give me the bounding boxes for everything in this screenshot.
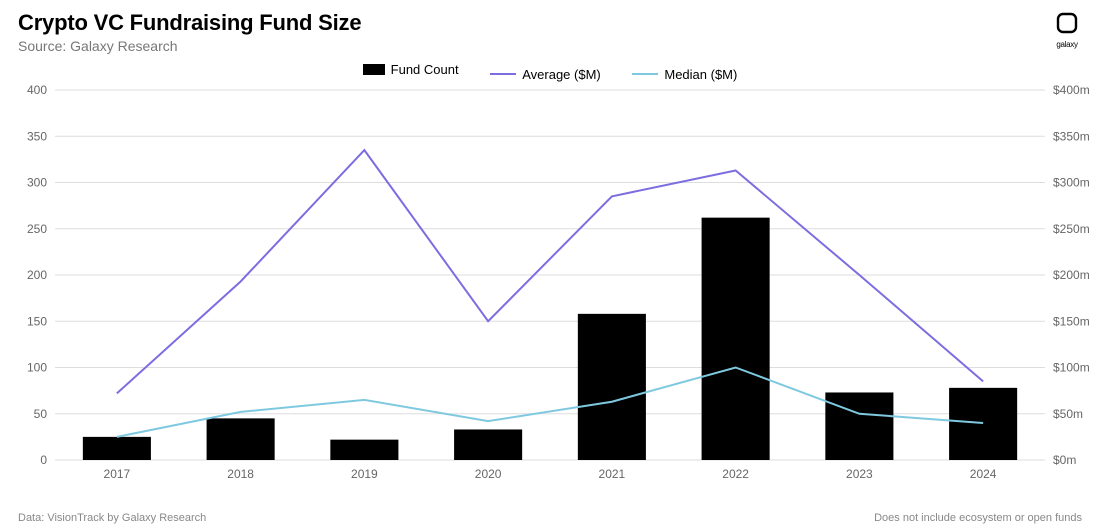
y-left-tick: 100: [27, 361, 47, 375]
galaxy-logo-icon: [1056, 12, 1078, 34]
y-right-tick: $100m: [1053, 361, 1090, 375]
y-left-tick: 150: [27, 314, 47, 328]
x-tick: 2018: [227, 467, 254, 481]
legend-swatch-bar: [363, 64, 385, 75]
y-right-tick: $0m: [1053, 453, 1076, 467]
y-left-tick: 300: [27, 176, 47, 190]
y-right-tick: $150m: [1053, 314, 1090, 328]
y-left-tick: 350: [27, 129, 47, 143]
legend: Fund Count Average ($M) Median ($M): [0, 62, 1100, 82]
bar: [578, 314, 646, 460]
y-left-tick: 0: [40, 453, 47, 467]
legend-label: Fund Count: [391, 62, 459, 77]
x-tick: 2024: [970, 467, 997, 481]
galaxy-logo-text: galaxy: [1052, 40, 1082, 49]
y-right-tick: $50m: [1053, 407, 1083, 421]
galaxy-logo: galaxy: [1052, 12, 1082, 49]
y-right-tick: $350m: [1053, 129, 1090, 143]
y-left-tick: 50: [34, 407, 48, 421]
x-tick: 2023: [846, 467, 873, 481]
bar: [207, 418, 275, 460]
y-left-tick: 200: [27, 268, 47, 282]
x-tick: 2022: [722, 467, 749, 481]
chart-plot: 050100150200250300350400$0m$50m$100m$150…: [55, 90, 1045, 485]
x-tick: 2017: [104, 467, 131, 481]
chart-subtitle: Source: Galaxy Research: [18, 38, 178, 54]
legend-swatch-line-median: [632, 73, 658, 75]
y-left-tick: 400: [27, 83, 47, 97]
chart-title: Crypto VC Fundraising Fund Size: [18, 10, 361, 36]
legend-label: Median ($M): [664, 67, 737, 82]
x-tick: 2019: [351, 467, 378, 481]
x-tick: 2020: [475, 467, 502, 481]
bar: [330, 440, 398, 460]
y-right-tick: $400m: [1053, 83, 1090, 97]
bar: [949, 388, 1017, 460]
bar: [702, 218, 770, 460]
y-left-tick: 250: [27, 222, 47, 236]
footer-left-text: Data: VisionTrack by Galaxy Research: [18, 512, 206, 524]
x-tick: 2021: [599, 467, 626, 481]
bar: [454, 429, 522, 460]
bar: [825, 392, 893, 460]
legend-item-average: Average ($M): [490, 67, 601, 82]
y-right-tick: $200m: [1053, 268, 1090, 282]
series-line-average: [117, 150, 983, 393]
legend-label: Average ($M): [522, 67, 601, 82]
footer-right-text: Does not include ecosystem or open funds: [874, 512, 1082, 524]
y-right-tick: $300m: [1053, 176, 1090, 190]
legend-swatch-line-average: [490, 73, 516, 75]
legend-item-fund-count: Fund Count: [363, 62, 459, 77]
legend-item-median: Median ($M): [632, 67, 737, 82]
bar: [83, 437, 151, 460]
y-right-tick: $250m: [1053, 222, 1090, 236]
